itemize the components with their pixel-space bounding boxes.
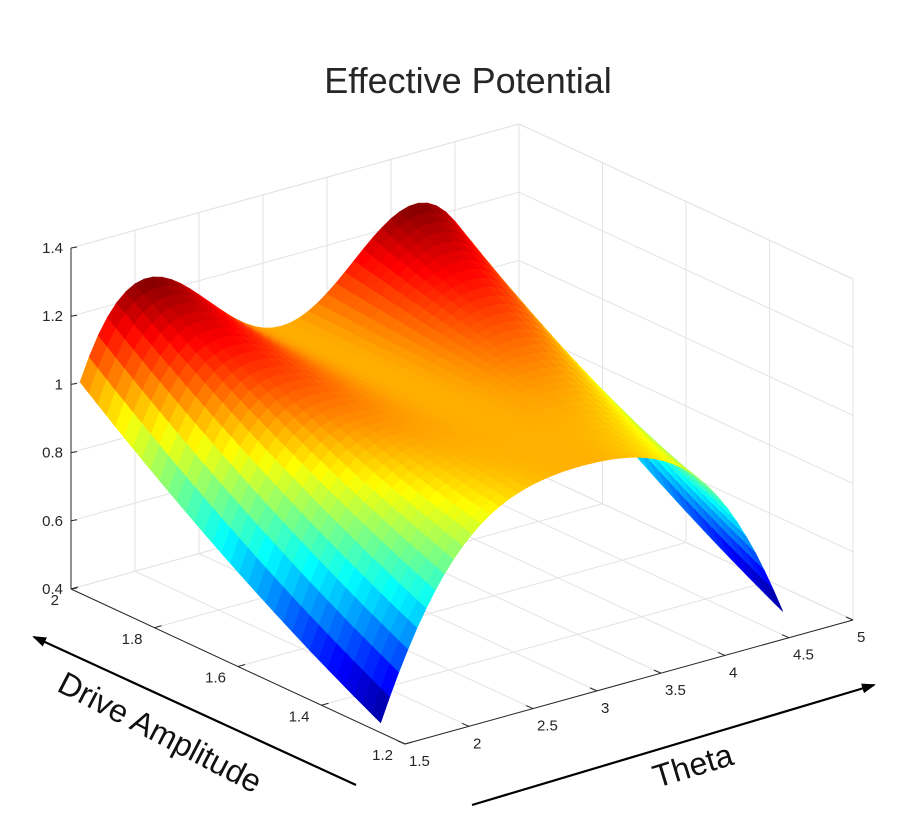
y-tick-mark (70, 586, 79, 590)
x-tick-label: 3 (601, 700, 609, 717)
chart-title: Effective Potential (324, 60, 612, 101)
x-tick-mark (717, 651, 726, 656)
z-tick-mark (70, 314, 78, 317)
right-wall-grid-z (518, 259, 854, 416)
z-tick-mark (70, 519, 78, 522)
right-wall-grid-z (518, 464, 854, 621)
surface-mesh (79, 202, 784, 724)
z-tick-label: 0.6 (42, 513, 63, 530)
y-tick-label: 1.2 (372, 747, 393, 764)
y-tick-label: 1.6 (205, 670, 226, 687)
surface-patch (764, 581, 784, 612)
z-tick-label: 0.8 (42, 445, 63, 462)
z-tick-mark (70, 246, 78, 249)
x-tick-label: 5 (857, 629, 865, 646)
y-tick-label: 1.4 (289, 708, 310, 725)
x-tick-label: 4 (729, 664, 737, 681)
x-axis-label: Theta (648, 736, 737, 794)
x-tick-mark (845, 616, 854, 621)
z-tick-label: 1.2 (42, 308, 63, 325)
right-wall-grid-z (518, 328, 854, 485)
z-tick-label: 1 (55, 376, 63, 393)
axis-ticks: 0.4 0.6 0.8 1 1.2 1.4 1.2 1.4 1.6 1.8 2 1.5 2 2.5 3 3.5… (42, 240, 865, 770)
z-tick-mark (70, 382, 78, 385)
x-tick-mark (525, 705, 534, 710)
x-tick-label: 3.5 (665, 682, 686, 699)
x-axis-arrow (471, 683, 876, 807)
z-tick-label: 0.4 (42, 581, 63, 598)
y-tick-label: 2 (51, 592, 59, 609)
z-tick-mark (70, 451, 78, 454)
floor-grid-y (321, 580, 770, 706)
y-tick-mark (321, 702, 329, 706)
y-tick-mark (154, 625, 162, 629)
y-tick-label: 1.8 (122, 631, 143, 648)
x-axis-label-group: Theta (471, 683, 876, 807)
x-tick-label: 4.5 (793, 647, 814, 664)
x-tick-mark (397, 740, 406, 745)
z-tick-label: 1.4 (42, 240, 63, 257)
x-tick-mark (589, 687, 598, 692)
box-edge (518, 123, 854, 280)
x-tick-mark (653, 669, 662, 674)
right-wall-grid-z (518, 191, 854, 348)
x-axis-line (404, 619, 854, 745)
x-tick-label: 2.5 (537, 718, 558, 735)
y-axis-label: Drive Amplitude (52, 665, 267, 800)
y-axis-arrow (32, 636, 357, 786)
x-tick-label: 2 (473, 735, 481, 752)
x-tick-mark (461, 722, 470, 727)
x-tick-mark (781, 634, 790, 639)
y-tick-mark (237, 664, 246, 667)
box-edge (70, 123, 520, 249)
x-tick-label: 1.5 (409, 753, 430, 770)
